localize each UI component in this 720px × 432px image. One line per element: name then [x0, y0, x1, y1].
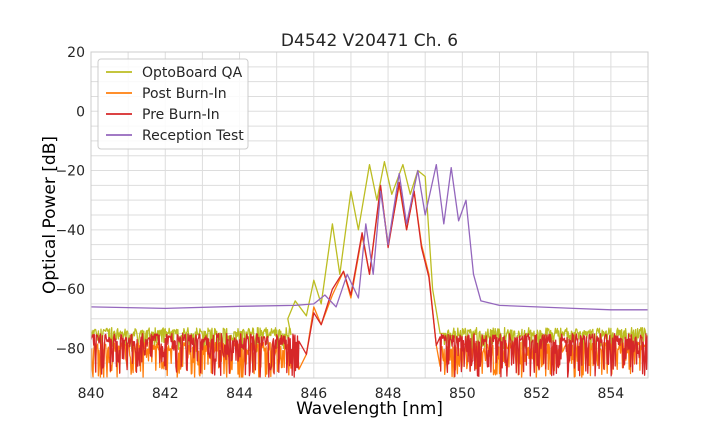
y-tick-label: −20	[55, 164, 85, 180]
series-line-2	[91, 181, 648, 378]
x-tick-label: 840	[78, 386, 105, 402]
x-tick-label: 844	[226, 386, 253, 402]
legend-label: Post Burn-In	[142, 86, 227, 102]
legend-label: OptoBoard QA	[142, 65, 243, 81]
series-layer	[91, 161, 648, 378]
legend: OptoBoard QA Post Burn-In Pre Burn-In Recep…	[97, 58, 249, 150]
y-tick-label: −80	[55, 341, 85, 357]
chart-title: D4542 V20471 Ch. 6	[281, 31, 458, 51]
x-tick-label: 848	[375, 386, 402, 402]
x-tick-label: 852	[523, 386, 550, 402]
x-tick-label: 846	[300, 386, 327, 402]
y-tick-label: −60	[55, 282, 85, 298]
y-tick-label: 0	[76, 104, 85, 120]
y-tick-labels: 20 0 −20 −40 −60 −80	[55, 45, 85, 357]
legend-box	[97, 58, 249, 150]
x-tick-labels: 840 842 844 846 848 850 852 854	[78, 386, 625, 402]
y-tick-label: 20	[67, 45, 85, 61]
x-axis-label: Wavelength [nm]	[296, 399, 443, 419]
x-tick-label: 842	[152, 386, 179, 402]
legend-label: Reception Test	[142, 128, 244, 144]
legend-label: Pre Burn-In	[142, 107, 220, 123]
y-tick-label: −40	[55, 223, 85, 239]
series-line-0	[91, 161, 648, 352]
plot-frame	[90, 51, 649, 379]
y-axis-label: Optical Power [dB]	[40, 136, 60, 294]
series-line-3	[91, 163, 648, 311]
x-tick-label: 854	[597, 386, 624, 402]
x-tick-label: 850	[449, 386, 476, 402]
